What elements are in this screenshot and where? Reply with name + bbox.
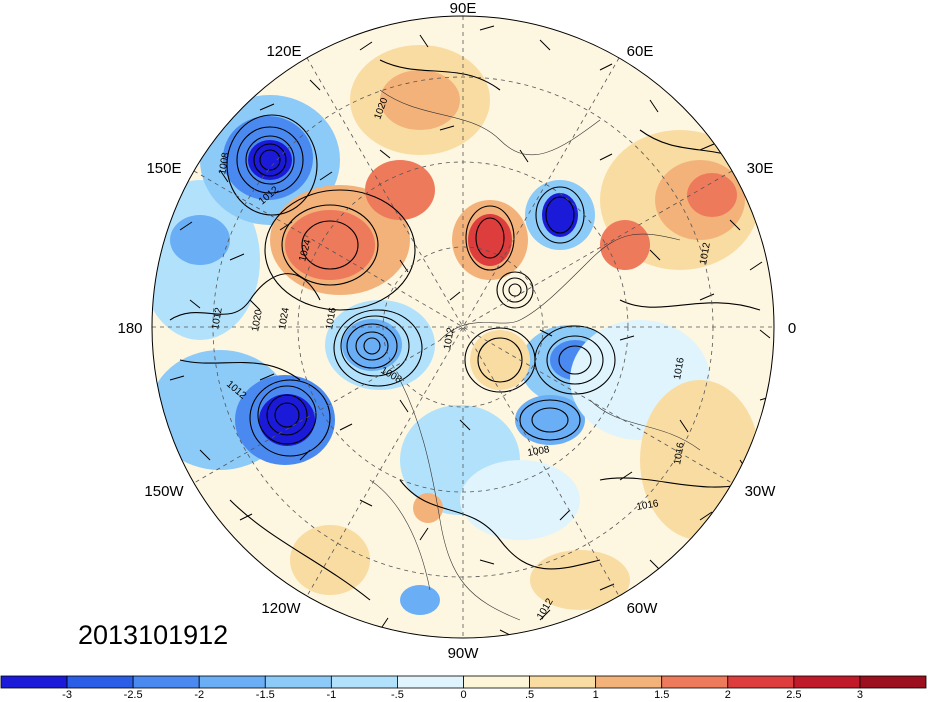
lon-label-60e: 60E xyxy=(627,43,654,60)
colorbar-tick-label: -1.5 xyxy=(256,689,275,701)
colorbar-bin xyxy=(727,675,795,689)
colorbar-tick-label: .5 xyxy=(525,689,534,701)
colorbar-bin xyxy=(595,675,663,689)
coastlines xyxy=(369,89,701,621)
contour-label: 1016 xyxy=(672,441,687,465)
colorbar-tick-label: 1.5 xyxy=(654,689,669,701)
colorbar-bin xyxy=(330,675,398,689)
colorbar-tick-label: 2 xyxy=(725,689,731,701)
colorbar-tick-label: -.5 xyxy=(391,689,404,701)
colorbar-bin xyxy=(0,675,68,689)
colorbar-bin xyxy=(661,675,729,689)
colorbar-bin xyxy=(66,675,134,689)
contour-label: 1012 xyxy=(698,241,713,265)
colorbar-tick-label: 2.5 xyxy=(786,689,801,701)
colorbar-bin xyxy=(132,675,200,689)
colorbar-tick-label: 1 xyxy=(593,689,599,701)
colorbar-bin xyxy=(397,675,464,689)
lon-label-0: 0 xyxy=(788,320,796,337)
lon-label-180: 180 xyxy=(117,320,142,337)
map-border xyxy=(151,15,775,639)
lon-label-90e: 90E xyxy=(450,0,477,17)
colorbar-bin xyxy=(198,675,266,689)
colorbar-tick-label: -2 xyxy=(194,689,204,701)
contour-label: 1012 xyxy=(210,306,225,330)
lon-label-150e: 150E xyxy=(146,160,181,177)
colorbar-tick-label: 3 xyxy=(857,689,863,701)
colorbar-tick-label: -1 xyxy=(326,689,336,701)
colorbar-bin xyxy=(529,675,597,689)
colorbar: -3 -2.5 -2 -1.5 -1 -.5 0 .5 1 1.5 2 2.5 3 xyxy=(0,675,927,701)
colorbar-bin xyxy=(463,675,530,689)
colorbar-tick-label: -3 xyxy=(62,689,72,701)
longitude-labels: 90E 120E 60E 150E 30E 180 0 150W 30W 120… xyxy=(117,0,796,662)
contour-label: 1016 xyxy=(324,306,339,330)
colorbar-bin xyxy=(859,675,927,689)
contour-label: 1008 xyxy=(217,151,232,175)
lon-label-30w: 30W xyxy=(745,483,777,500)
colorbar-tick-label: -2.5 xyxy=(124,689,143,701)
contour-label: 1012 xyxy=(442,326,457,350)
colorbar-bin xyxy=(264,675,332,689)
contour-label: 1020 xyxy=(250,308,265,332)
lon-label-120w: 120W xyxy=(261,600,301,617)
contour-label: 1016 xyxy=(672,356,687,380)
graticule xyxy=(152,16,774,638)
colorbar-tick-label: 0 xyxy=(460,689,466,701)
lon-label-30e: 30E xyxy=(747,160,774,177)
contour-label: 1024 xyxy=(277,306,292,330)
lon-label-90w: 90W xyxy=(448,645,480,662)
contour-label: 1016 xyxy=(636,498,660,513)
colorbar-bin xyxy=(793,675,861,689)
lon-label-150w: 150W xyxy=(144,483,184,500)
contour-label: 1008 xyxy=(527,444,551,459)
lon-label-120e: 120E xyxy=(266,43,301,60)
timestamp-label: 2013101912 xyxy=(78,620,229,650)
lon-label-60w: 60W xyxy=(627,600,659,617)
